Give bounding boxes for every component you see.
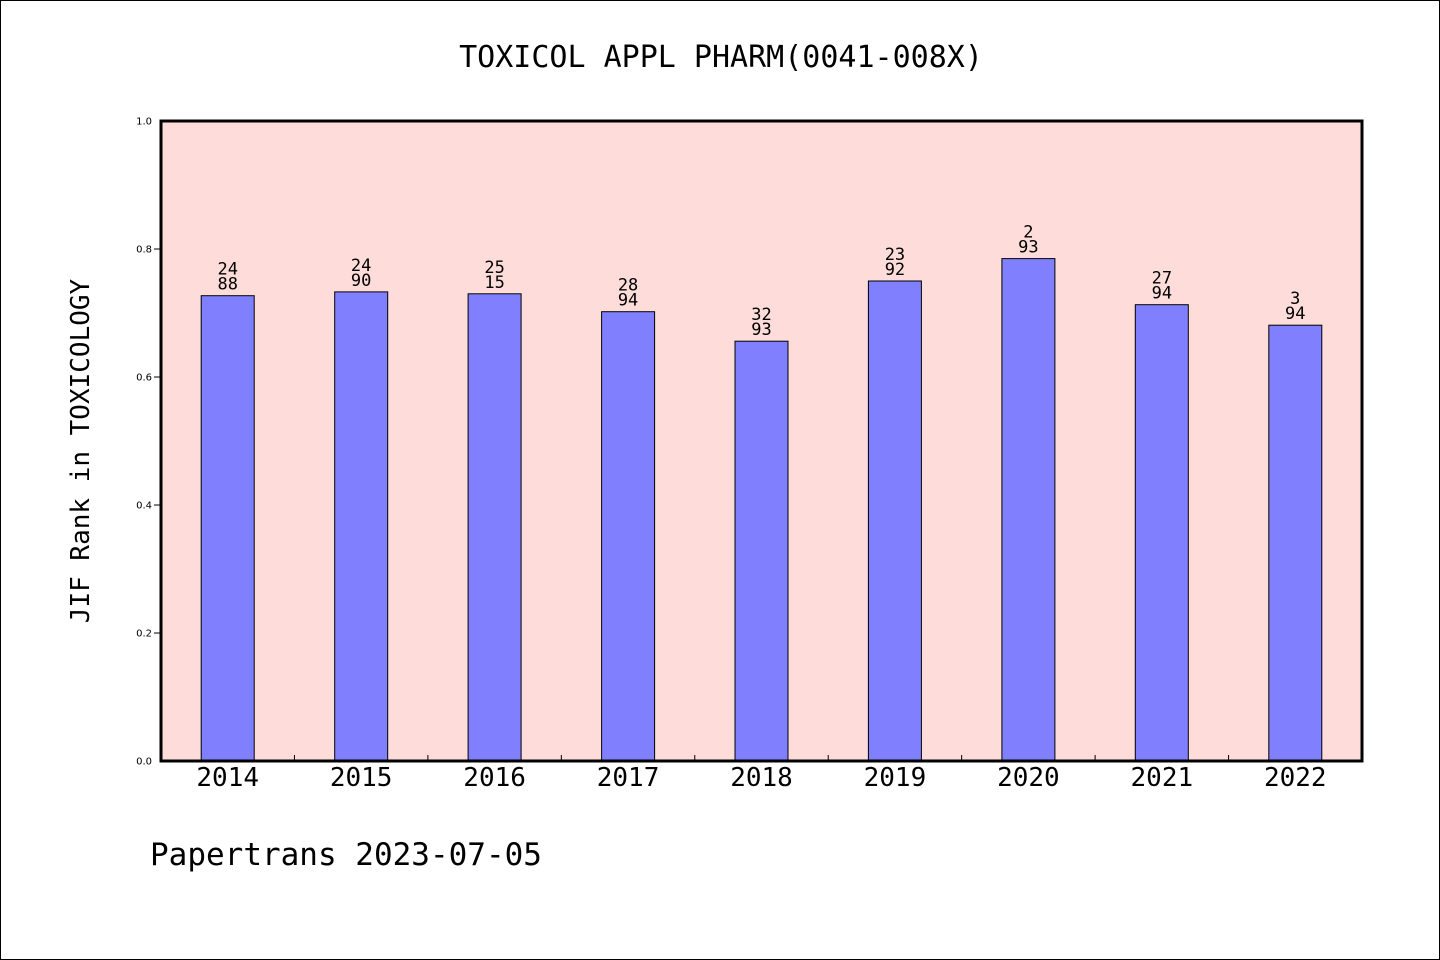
bar-label-bottom-2017: 94	[618, 291, 638, 311]
x-tick-label-2018: 2018	[730, 763, 793, 793]
bar-label-top-2018: 32	[751, 305, 771, 325]
bar-label-bottom-2014: 88	[217, 275, 237, 295]
bar-2014	[200, 295, 255, 762]
bar-label-top-2015: 24	[351, 256, 371, 276]
y-tick-label-0.0: 0.0	[136, 757, 152, 768]
bar-label-bottom-2021: 94	[1152, 284, 1172, 304]
bar-label-top-2019: 23	[885, 245, 905, 265]
bar-label-top-2014: 24	[217, 260, 237, 280]
bar-label-bottom-2015: 90	[351, 271, 371, 291]
bar-label-bottom-2019: 92	[885, 260, 905, 280]
y-tick-label-0.6: 0.6	[136, 373, 152, 384]
x-tick-label-2014: 2014	[196, 763, 259, 793]
bar-2019	[867, 280, 922, 762]
bar-label-top-2020: 2	[1023, 223, 1033, 243]
x-tick-label-2016: 2016	[463, 763, 526, 793]
x-tick-label-2022: 2022	[1264, 763, 1327, 793]
y-tick-label-0.2: 0.2	[136, 629, 152, 640]
x-tick-label-2019: 2019	[864, 763, 927, 793]
bar-2021	[1134, 304, 1189, 762]
y-tick-label-0.4: 0.4	[136, 501, 152, 512]
bar-label-bottom-2020: 93	[1018, 238, 1038, 258]
bar-label-bottom-2022: 94	[1285, 304, 1305, 324]
bar-label-top-2016: 25	[484, 258, 504, 278]
footer-text: Papertrans 2023-07-05	[150, 837, 542, 873]
y-tick-label-0.8: 0.8	[136, 245, 152, 256]
bar-2020	[1001, 258, 1056, 762]
bar-2015	[334, 291, 389, 762]
bar-label-bottom-2018: 93	[751, 320, 771, 340]
x-tick-label-2020: 2020	[997, 763, 1060, 793]
x-tick-label-2017: 2017	[597, 763, 660, 793]
bar-2018	[734, 340, 789, 762]
bar-label-top-2017: 28	[618, 276, 638, 296]
bar-label-top-2021: 27	[1152, 269, 1172, 289]
y-tick-label-1.0: 1.0	[136, 117, 152, 128]
bar-label-top-2022: 3	[1290, 289, 1300, 309]
bar-2022	[1268, 324, 1323, 762]
x-tick-label-2015: 2015	[330, 763, 393, 793]
x-tick-label-2021: 2021	[1131, 763, 1194, 793]
bar-2016	[467, 293, 522, 762]
bar-2017	[601, 311, 656, 762]
chart-title: TOXICOL APPL PHARM(0041-008X)	[459, 40, 983, 75]
x-ticks-group: 2014 2015 2016 2017 2018 2019 2020 2021 2022	[196, 755, 1327, 793]
plot-border	[159, 119, 1364, 763]
y-axis-label: JIF Rank in TOXICOLOGY	[66, 278, 96, 623]
y-ticks-group: 0.0 0.2 0.4 0.6 0.8 1.0	[136, 117, 161, 768]
bar-label-bottom-2016: 15	[484, 273, 504, 293]
